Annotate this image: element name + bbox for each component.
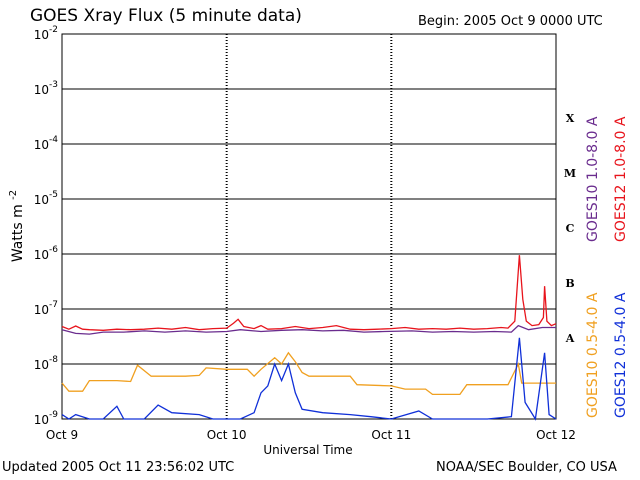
series-line [61, 351, 556, 396]
legend-entry: GOES12 1.0-8.0 A [613, 116, 629, 242]
plot-frame [61, 33, 557, 420]
x-tick-label: Oct 10 [207, 428, 247, 442]
y-tick-label: 10-6 [34, 245, 59, 262]
y-tick-label: 10-5 [34, 190, 58, 207]
legend-entry: GOES10 0.5-4.0 A [585, 292, 601, 418]
x-tick-label: Oct 12 [536, 428, 576, 442]
x-tick-label: Oct 9 [46, 428, 78, 442]
series-line [61, 255, 557, 331]
updated-timestamp: Updated 2005 Oct 11 23:56:02 UTC [2, 460, 235, 475]
x-tick-label: Oct 11 [371, 428, 411, 442]
y-tick-label: 10-2 [34, 25, 58, 42]
y-tick-label: 10-9 [34, 410, 59, 427]
flare-class-label: M [564, 167, 576, 180]
page-title: GOES Xray Flux (5 minute data) [30, 6, 302, 26]
x-axis-label: Universal Time [263, 443, 352, 457]
series-line [61, 324, 556, 335]
legend-entry: GOES12 0.5-4.0 A [613, 292, 629, 418]
flare-class-label: B [565, 277, 574, 290]
flare-class-label: X [566, 112, 575, 125]
series-line [61, 337, 557, 421]
y-tick-label: 10-8 [34, 355, 59, 372]
credit-label: NOAA/SEC Boulder, CO USA [436, 460, 617, 475]
y-tick-label: 10-4 [34, 135, 59, 152]
y-tick-label: 10-7 [34, 300, 58, 317]
y-tick-label: 10-3 [34, 80, 58, 97]
y-axis-label: Watts m -2 [8, 190, 26, 262]
begin-time: Begin: 2005 Oct 9 0000 UTC [418, 14, 603, 29]
flare-class-label: C [566, 222, 575, 235]
flare-class-label: A [565, 332, 575, 345]
legend-entry: GOES10 1.0-8.0 A [585, 116, 601, 242]
